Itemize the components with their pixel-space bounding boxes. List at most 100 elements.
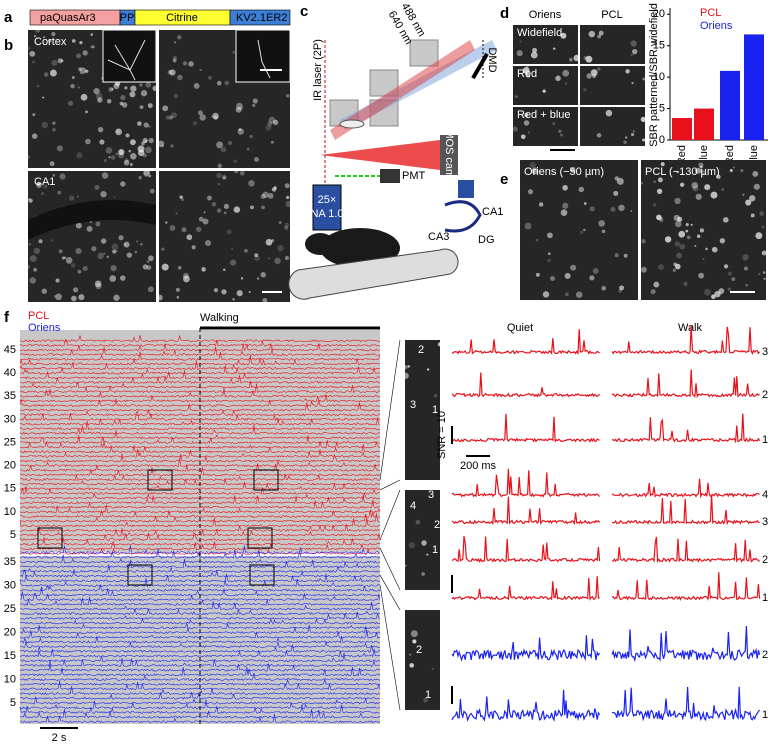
cell-spot [653, 180, 657, 184]
cell-spot [145, 146, 152, 154]
construct-label: KV2.1 [236, 12, 266, 24]
cell-spot [124, 243, 127, 246]
cell-spot [758, 272, 761, 276]
cell-spot [580, 230, 584, 235]
cell-spot [99, 139, 105, 145]
roi-box [37, 527, 63, 549]
bar [672, 118, 692, 140]
y-tick-label: 20 [4, 460, 16, 472]
cell-spot [659, 218, 664, 223]
row-label: Widefield [517, 27, 562, 39]
cell-spot [139, 105, 144, 109]
cell-spot [535, 238, 539, 242]
laser-label: IR laser (2P) [312, 39, 324, 101]
cell-spot [223, 203, 230, 210]
cell-spot [523, 120, 530, 126]
cell-spot [640, 116, 646, 122]
cell-spot [177, 266, 182, 270]
cell-spot [211, 201, 217, 207]
cell-spot [252, 103, 256, 108]
cell-spot [236, 102, 243, 110]
cell-spot [558, 129, 562, 133]
trace [19, 499, 381, 509]
cell-spot [191, 245, 196, 250]
cell-spot [641, 239, 646, 244]
cell-spot [678, 230, 686, 238]
cell-spot [141, 141, 145, 146]
cell-spot [710, 191, 718, 199]
cell-spot [719, 238, 726, 244]
cell-spot [675, 220, 682, 228]
cell-spot [692, 185, 699, 192]
trace [19, 334, 381, 343]
cell-spot [239, 106, 244, 111]
cell-spot [583, 88, 587, 92]
trace [19, 410, 381, 422]
cell-spot [740, 168, 744, 173]
bar [744, 34, 764, 140]
cell-spot [145, 81, 152, 88]
cell-spot [43, 36, 46, 39]
cell-spot [138, 176, 142, 180]
trace [19, 430, 380, 440]
cell-spot [278, 220, 282, 224]
cell-spot [759, 211, 765, 216]
cell-spot [51, 31, 56, 37]
roi-box [147, 469, 173, 491]
cell-spot [673, 214, 680, 222]
cell-spot [286, 195, 290, 200]
trace [19, 361, 381, 370]
cell-spot [119, 101, 124, 106]
cell-index: 1 [762, 592, 768, 604]
cell-spot [207, 195, 212, 201]
cell-spot [672, 268, 677, 272]
cell-spot [235, 106, 242, 113]
cell-spot [286, 94, 290, 98]
cell-spot [175, 212, 178, 215]
cell-spot [679, 243, 686, 250]
cell-spot [105, 147, 113, 154]
micrograph [28, 171, 156, 302]
cell-spot [265, 238, 273, 246]
trace [451, 372, 601, 398]
roi-box [249, 564, 275, 586]
cell-spot [423, 697, 428, 703]
y-tick-label: 15 [4, 650, 16, 662]
cell-spot [75, 222, 82, 229]
trace [19, 537, 381, 546]
cell-spot [120, 94, 126, 101]
cell-spot [265, 124, 272, 131]
cell-spot [216, 172, 222, 179]
cell-spot [236, 290, 243, 297]
trace [611, 478, 760, 499]
cell-spot [186, 234, 193, 241]
cell-spot [73, 287, 79, 293]
cell-spot [565, 292, 569, 297]
cell-spot [535, 272, 540, 277]
cell-spot [115, 152, 119, 156]
cell-spot [656, 214, 662, 221]
cell-spot [699, 165, 703, 169]
trace [611, 536, 761, 564]
cell-spot [90, 45, 93, 48]
cell-spot [596, 133, 602, 138]
cell-spot [26, 264, 31, 269]
cell-spot [51, 59, 58, 66]
cell-spot [137, 121, 142, 126]
trace [19, 444, 381, 454]
cell-spot [613, 190, 619, 196]
cell-spot [261, 205, 265, 210]
cell-spot [40, 191, 45, 196]
camera [440, 135, 458, 175]
optic [409, 39, 439, 67]
cell-spot [575, 291, 583, 298]
cell-spot [157, 140, 165, 148]
cell-spot [71, 295, 77, 302]
cell-spot [660, 162, 665, 167]
cell-spot [65, 257, 73, 264]
cell-spot [42, 96, 45, 99]
cell-spot [43, 72, 49, 77]
cell-spot [77, 86, 80, 89]
cell-spot [619, 285, 625, 291]
cell-spot [199, 114, 206, 121]
